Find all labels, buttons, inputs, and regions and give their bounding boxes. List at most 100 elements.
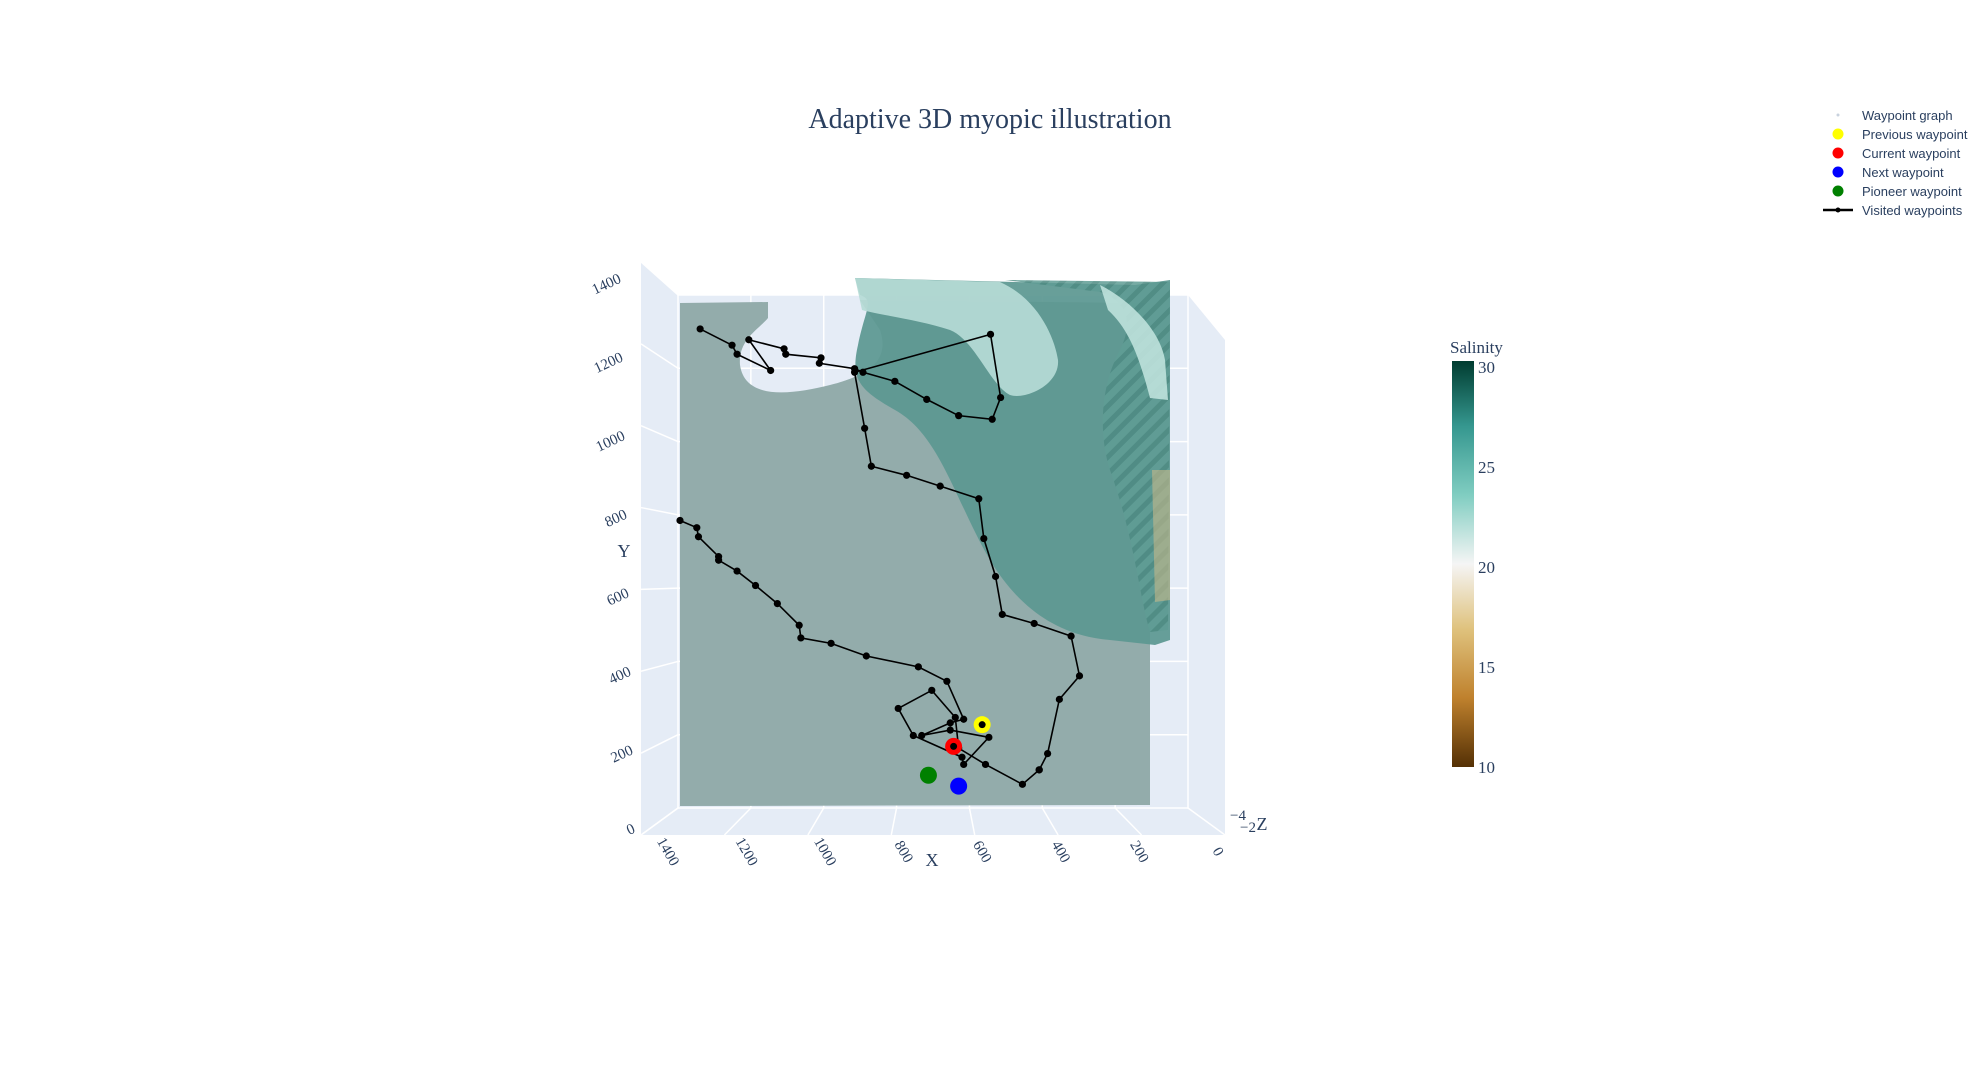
visited-point [891, 377, 899, 385]
salinity-colorbar: Salinity 30 25 20 15 10 [1450, 338, 1503, 777]
visited-point [767, 366, 775, 375]
z-tick-label: −4 [1230, 808, 1246, 824]
visited-point [923, 395, 931, 403]
y-axis-label: Y [618, 541, 631, 561]
visited-point [815, 359, 823, 367]
visited-point [693, 524, 701, 532]
colorbar-tick-label: 30 [1478, 358, 1495, 377]
visited-point [773, 600, 781, 608]
visited-point [960, 715, 968, 723]
legend-item[interactable]: Waypoint graph [1836, 108, 1953, 123]
visited-point [918, 731, 926, 740]
current-waypoint-marker-center [950, 742, 958, 750]
x-axis-ticks: 1400 1200 1000 800 600 400 200 0 [653, 835, 1226, 869]
visited-point [733, 567, 741, 575]
visited-point [980, 534, 988, 543]
y-tick-label: 1000 [594, 428, 628, 455]
visited-point [797, 634, 805, 642]
visited-waypoints [676, 325, 1084, 788]
visited-point [951, 713, 959, 722]
visited-point [795, 621, 803, 629]
visited-point [909, 731, 917, 740]
x-tick-label: 400 [1048, 838, 1073, 865]
salinity-surface [680, 278, 1170, 806]
legend[interactable]: Waypoint graph Previous waypoint Current w… [1823, 108, 1968, 218]
visited-point [958, 753, 966, 761]
visited-point [1044, 749, 1052, 758]
legend-label: Current waypoint [1862, 146, 1961, 161]
legend-dot-icon [1832, 147, 1844, 159]
legend-label: Previous waypoint [1862, 127, 1968, 142]
visited-point [728, 341, 736, 349]
legend-dot-icon [1832, 185, 1844, 197]
legend-item[interactable]: Pioneer waypoint [1832, 184, 1963, 199]
visited-point [998, 610, 1006, 619]
legend-item[interactable]: Visited waypoints [1823, 203, 1963, 218]
visited-point [1030, 619, 1038, 628]
x-tick-label: 1200 [732, 835, 761, 869]
visited-point [817, 354, 825, 362]
legend-item[interactable]: Current waypoint [1832, 146, 1961, 161]
visited-point [694, 533, 703, 541]
y-tick-label: 200 [609, 743, 636, 767]
visited-point [733, 350, 741, 358]
visited-point [988, 415, 996, 423]
visited-point [859, 368, 867, 376]
x-tick-label: 0 [1209, 845, 1227, 859]
visited-point [861, 424, 869, 432]
colorbar-tick-label: 25 [1478, 458, 1495, 477]
chart-title: Adaptive 3D myopic illustration [808, 104, 1171, 135]
visited-point [867, 462, 875, 470]
visited-point [1067, 632, 1075, 640]
legend-label: Pioneer waypoint [1862, 184, 1962, 199]
x-axis-label: X [926, 850, 939, 870]
legend-dot-icon [1835, 207, 1841, 213]
legend-dot-icon [1832, 128, 1844, 140]
colorbar-tick-label: 10 [1478, 758, 1495, 777]
visited-point [943, 677, 951, 685]
legend-dot-icon [1832, 166, 1844, 178]
legend-label: Waypoint graph [1862, 108, 1953, 123]
special-waypoints [919, 716, 991, 795]
visited-point [960, 760, 968, 769]
x-tick-label: 1400 [653, 835, 682, 869]
visited-point [981, 760, 990, 769]
visited-point [862, 652, 870, 660]
y-tick-label: 0 [624, 821, 638, 839]
visited-point [676, 516, 684, 525]
legend-label: Next waypoint [1862, 165, 1944, 180]
visited-point [903, 471, 911, 479]
z-axis-ticks: −4−2 [1230, 808, 1256, 836]
visited-point [1055, 695, 1063, 703]
visited-point [986, 330, 995, 338]
legend-item[interactable]: Next waypoint [1832, 165, 1945, 180]
visited-point [936, 482, 944, 490]
visited-point [1035, 766, 1043, 774]
visited-point [946, 719, 954, 727]
legend-label: Visited waypoints [1862, 203, 1963, 218]
colorbar-tick-label: 20 [1478, 558, 1495, 577]
visited-point [955, 412, 963, 420]
x-tick-label: 800 [891, 838, 916, 865]
z-tick-label: −2 [1240, 820, 1256, 836]
x-tick-label: 1000 [810, 835, 839, 869]
next-waypoint-marker [950, 777, 968, 795]
visited-point [975, 495, 983, 503]
visited-point [985, 733, 993, 741]
visited-point [1075, 672, 1084, 680]
visited-point [894, 704, 902, 713]
visited-point [780, 345, 788, 353]
previous-waypoint-marker-center [978, 721, 986, 729]
y-tick-label: 1200 [592, 350, 626, 377]
pioneer-waypoint-marker [919, 766, 937, 784]
x-tick-label: 600 [969, 838, 994, 865]
visited-point [997, 393, 1005, 402]
visited-point [745, 336, 753, 344]
legend-item[interactable]: Previous waypoint [1832, 127, 1968, 142]
visited-point [991, 572, 1000, 581]
visited-point [946, 726, 954, 734]
visited-point [715, 553, 723, 561]
colorbar-title: Salinity [1450, 338, 1503, 357]
colorbar-tick-label: 15 [1478, 658, 1495, 677]
